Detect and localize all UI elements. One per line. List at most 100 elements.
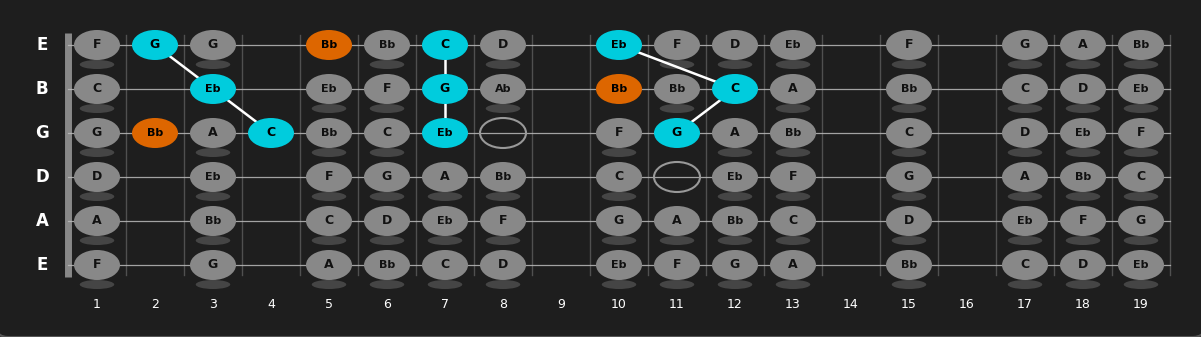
Text: F: F bbox=[1137, 126, 1146, 140]
Text: Eb: Eb bbox=[437, 216, 453, 226]
Ellipse shape bbox=[485, 60, 520, 69]
Ellipse shape bbox=[718, 280, 752, 289]
Ellipse shape bbox=[776, 148, 811, 157]
Ellipse shape bbox=[196, 192, 231, 201]
Ellipse shape bbox=[79, 280, 114, 289]
Ellipse shape bbox=[886, 118, 932, 148]
Text: A: A bbox=[36, 212, 48, 230]
Text: F: F bbox=[1078, 214, 1087, 227]
Ellipse shape bbox=[596, 30, 643, 60]
Ellipse shape bbox=[596, 250, 643, 280]
Ellipse shape bbox=[370, 236, 405, 245]
Text: Bb: Bb bbox=[321, 128, 337, 138]
Text: Bb: Bb bbox=[147, 128, 163, 138]
Ellipse shape bbox=[659, 280, 694, 289]
Text: G: G bbox=[671, 126, 682, 140]
Text: D: D bbox=[730, 38, 740, 52]
Text: Eb: Eb bbox=[728, 172, 742, 182]
Text: F: F bbox=[92, 258, 101, 272]
Ellipse shape bbox=[655, 30, 700, 60]
Ellipse shape bbox=[370, 60, 405, 69]
Ellipse shape bbox=[312, 236, 346, 245]
Ellipse shape bbox=[776, 280, 811, 289]
Ellipse shape bbox=[659, 236, 694, 245]
Ellipse shape bbox=[1118, 162, 1164, 192]
Text: 1: 1 bbox=[92, 299, 101, 311]
Ellipse shape bbox=[312, 148, 346, 157]
Text: Eb: Eb bbox=[205, 172, 221, 182]
Text: 5: 5 bbox=[325, 299, 333, 311]
Ellipse shape bbox=[1060, 118, 1106, 148]
Ellipse shape bbox=[892, 104, 926, 113]
Ellipse shape bbox=[364, 118, 410, 148]
Text: 13: 13 bbox=[785, 299, 801, 311]
Text: A: A bbox=[208, 126, 217, 140]
Text: Eb: Eb bbox=[1017, 216, 1033, 226]
Text: Eb: Eb bbox=[611, 260, 627, 270]
Ellipse shape bbox=[312, 104, 346, 113]
Text: G: G bbox=[1020, 38, 1030, 52]
Text: 9: 9 bbox=[557, 299, 564, 311]
Text: D: D bbox=[1020, 126, 1030, 140]
Text: A: A bbox=[1078, 38, 1088, 52]
Ellipse shape bbox=[480, 206, 526, 236]
Text: 19: 19 bbox=[1133, 299, 1149, 311]
Ellipse shape bbox=[74, 118, 120, 148]
Ellipse shape bbox=[428, 236, 462, 245]
Text: G: G bbox=[382, 171, 392, 184]
Ellipse shape bbox=[1008, 192, 1042, 201]
Ellipse shape bbox=[132, 30, 178, 60]
Text: C: C bbox=[904, 126, 914, 140]
Ellipse shape bbox=[74, 30, 120, 60]
Ellipse shape bbox=[306, 74, 352, 104]
Text: C: C bbox=[1021, 258, 1029, 272]
Text: D: D bbox=[498, 38, 508, 52]
Ellipse shape bbox=[132, 118, 178, 148]
Ellipse shape bbox=[422, 250, 468, 280]
Text: 2: 2 bbox=[151, 299, 159, 311]
Text: Eb: Eb bbox=[1075, 128, 1091, 138]
Ellipse shape bbox=[1008, 280, 1042, 289]
Ellipse shape bbox=[659, 104, 694, 113]
Text: F: F bbox=[789, 171, 797, 184]
Ellipse shape bbox=[1002, 162, 1048, 192]
Ellipse shape bbox=[655, 250, 700, 280]
Text: G: G bbox=[91, 126, 102, 140]
Text: Bb: Bb bbox=[495, 172, 512, 182]
Ellipse shape bbox=[712, 250, 758, 280]
Ellipse shape bbox=[892, 280, 926, 289]
Ellipse shape bbox=[1002, 206, 1048, 236]
Text: Bb: Bb bbox=[321, 40, 337, 50]
Text: F: F bbox=[615, 126, 623, 140]
Ellipse shape bbox=[776, 236, 811, 245]
Ellipse shape bbox=[1060, 162, 1106, 192]
Ellipse shape bbox=[886, 74, 932, 104]
Ellipse shape bbox=[1002, 250, 1048, 280]
Ellipse shape bbox=[364, 206, 410, 236]
Text: G: G bbox=[440, 83, 450, 95]
Ellipse shape bbox=[655, 118, 700, 148]
Ellipse shape bbox=[306, 118, 352, 148]
Text: Bb: Bb bbox=[611, 84, 627, 94]
Ellipse shape bbox=[655, 206, 700, 236]
Ellipse shape bbox=[602, 280, 637, 289]
Ellipse shape bbox=[485, 192, 520, 201]
Text: C: C bbox=[1021, 83, 1029, 95]
Ellipse shape bbox=[1065, 192, 1100, 201]
Ellipse shape bbox=[1002, 74, 1048, 104]
Ellipse shape bbox=[886, 206, 932, 236]
Ellipse shape bbox=[364, 250, 410, 280]
Text: Bb: Bb bbox=[1075, 172, 1092, 182]
Ellipse shape bbox=[422, 118, 468, 148]
Text: 12: 12 bbox=[727, 299, 743, 311]
Text: Bb: Bb bbox=[669, 84, 685, 94]
Text: C: C bbox=[267, 126, 275, 140]
Text: 16: 16 bbox=[960, 299, 975, 311]
Ellipse shape bbox=[364, 74, 410, 104]
Ellipse shape bbox=[770, 162, 815, 192]
Ellipse shape bbox=[886, 30, 932, 60]
Text: G: G bbox=[35, 124, 49, 142]
Text: G: G bbox=[150, 38, 160, 52]
Text: 17: 17 bbox=[1017, 299, 1033, 311]
Ellipse shape bbox=[892, 192, 926, 201]
